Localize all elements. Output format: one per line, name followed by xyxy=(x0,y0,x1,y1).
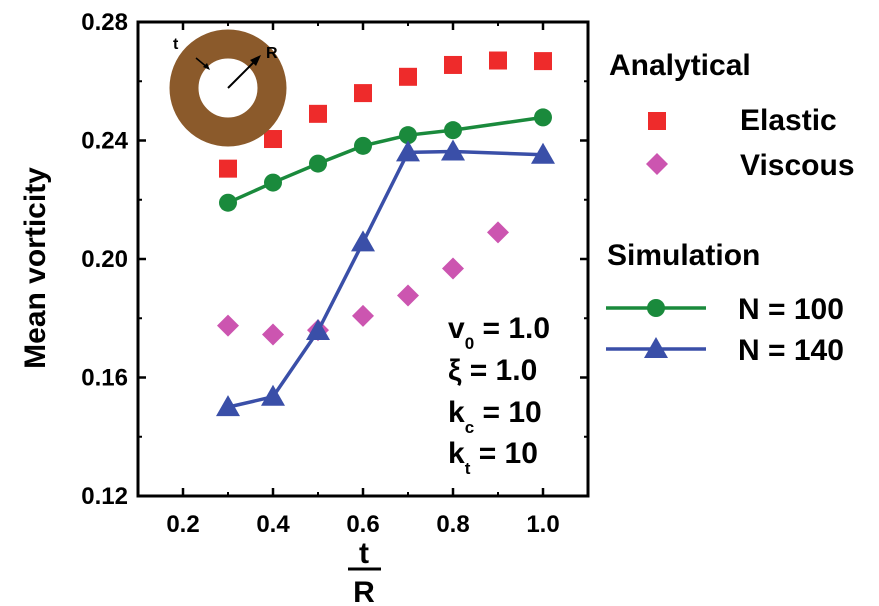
legend-item-n100 xyxy=(606,299,706,317)
data-point xyxy=(399,126,417,145)
y-tick-label: 0.24 xyxy=(81,128,128,155)
legend-label-viscous: Viscous xyxy=(740,149,855,182)
legend-marker-viscous xyxy=(646,153,668,175)
parameter-text: kc = 10 xyxy=(448,396,542,437)
data-point xyxy=(216,395,240,417)
thickness-arrowhead xyxy=(203,63,210,70)
data-point xyxy=(217,314,239,337)
inset-label-R: R xyxy=(266,45,278,62)
legend-heading-simulation: Simulation xyxy=(607,239,760,272)
data-point xyxy=(306,318,330,340)
data-point xyxy=(441,139,465,161)
data-point xyxy=(264,173,282,192)
data-point xyxy=(534,52,552,71)
legend-item-viscous xyxy=(646,153,668,175)
data-point xyxy=(489,51,507,70)
inset-label-t: t xyxy=(173,36,179,53)
legend-item-elastic xyxy=(648,112,666,130)
data-point xyxy=(352,304,374,327)
series-triangle xyxy=(216,139,555,417)
data-point xyxy=(487,221,509,244)
data-point xyxy=(309,104,327,123)
data-point xyxy=(397,284,419,307)
data-point xyxy=(396,140,420,162)
annulus-inset: t R xyxy=(169,29,287,147)
parameter-text: kt = 10 xyxy=(448,437,538,478)
axis-ticks: 0.2 0.4 0.6 0.8 1.0 0.12 0.16 0.20 0.24 0.28 xyxy=(81,9,589,538)
legend: Analytical Elastic Viscous Simulation N … xyxy=(606,49,855,367)
data-point xyxy=(354,84,372,103)
data-point xyxy=(262,323,284,346)
y-tick-label: 0.12 xyxy=(81,483,128,510)
legend-heading-analytical: Analytical xyxy=(609,49,751,82)
data-point xyxy=(442,257,464,280)
x-tick-label: 0.4 xyxy=(256,511,290,538)
data-point xyxy=(444,55,462,74)
series-circle xyxy=(219,108,552,212)
series-square xyxy=(219,51,552,178)
y-tick-label: 0.16 xyxy=(81,365,128,392)
x-axis-title-denominator: R xyxy=(353,576,375,606)
legend-marker-elastic xyxy=(648,112,666,130)
y-tick-label: 0.20 xyxy=(81,246,128,273)
x-tick-label: 1.0 xyxy=(526,511,559,538)
legend-item-n140 xyxy=(606,337,706,358)
data-point xyxy=(309,154,327,173)
data-point xyxy=(399,67,417,86)
data-point xyxy=(261,384,285,406)
legend-marker-n100 xyxy=(647,299,665,317)
data-series xyxy=(216,51,555,417)
x-tick-label: 0.2 xyxy=(166,511,199,538)
x-tick-label: 0.6 xyxy=(346,511,379,538)
data-point xyxy=(219,159,237,178)
x-tick-label: 0.8 xyxy=(436,511,469,538)
parameter-text: v0 = 1.0 xyxy=(448,312,550,353)
data-point xyxy=(531,142,555,164)
annulus-ring xyxy=(169,29,287,147)
x-axis-title-numerator: t xyxy=(359,537,369,570)
y-tick-label: 0.28 xyxy=(81,9,128,36)
data-point xyxy=(354,136,372,155)
parameter-text: ξ = 1.0 xyxy=(448,354,537,387)
data-point xyxy=(444,121,462,140)
radius-arrowhead xyxy=(250,55,261,66)
data-point xyxy=(264,130,282,149)
legend-label-elastic: Elastic xyxy=(740,104,837,137)
y-axis-title: Mean vorticity xyxy=(19,167,52,369)
legend-label-n140: N = 140 xyxy=(738,334,844,367)
legend-marker-n140 xyxy=(644,337,668,358)
data-point xyxy=(534,108,552,127)
data-point xyxy=(219,193,237,212)
data-point xyxy=(351,230,375,252)
legend-label-n100: N = 100 xyxy=(738,293,844,326)
